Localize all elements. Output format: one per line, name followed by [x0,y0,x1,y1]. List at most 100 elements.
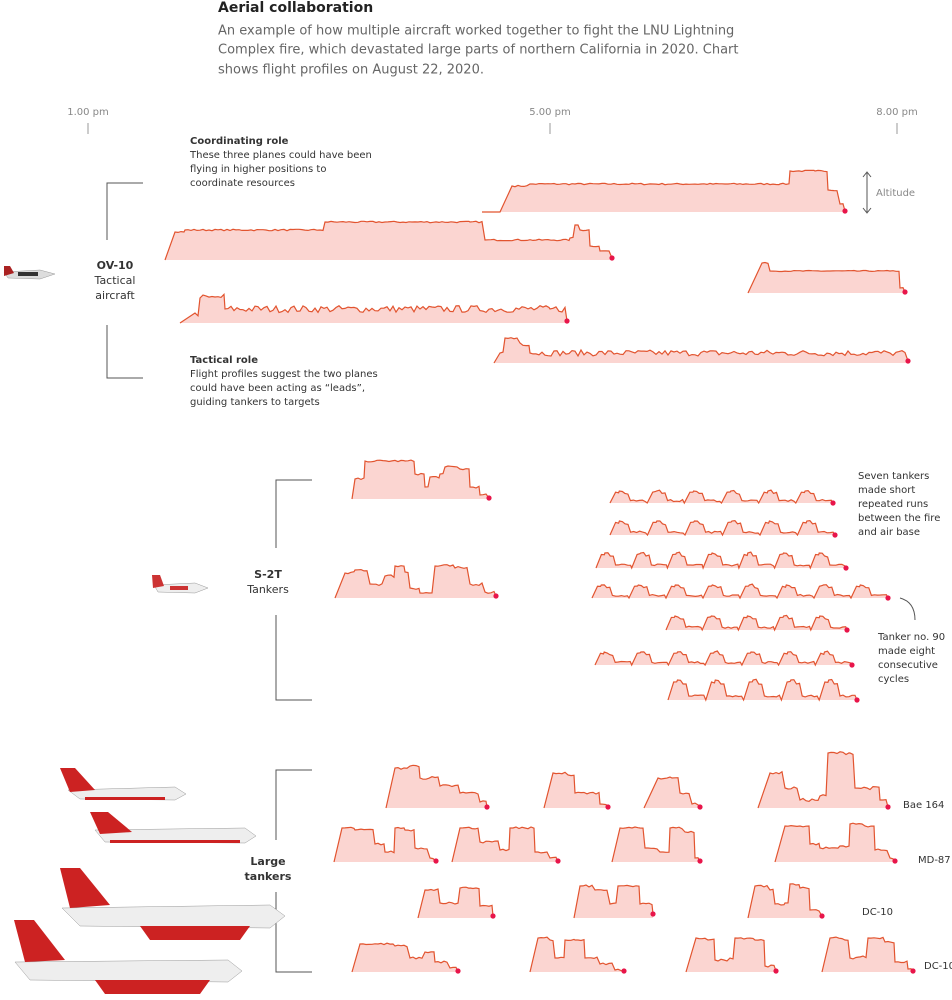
profile-line [594,650,853,667]
end-dot [697,804,703,810]
profile-line [643,776,701,809]
ov10-icon [3,266,56,280]
end-dot [486,495,492,501]
note: coordinate resources [190,178,295,189]
note: repeated runs [858,499,928,510]
note: made short [858,485,915,496]
profile-area [612,827,700,862]
end-dot [832,532,838,538]
profile-line [451,826,559,863]
end-dot [433,858,439,864]
note: cycles [878,674,909,685]
note: flying in higher positions to [190,164,326,175]
end-dot [885,804,891,810]
profile-line [665,614,848,632]
bracket [275,479,312,701]
end-dot [885,595,891,601]
profile-area [386,765,487,808]
end-dot [609,255,615,261]
profile-line [351,942,459,973]
end-dot [830,500,836,506]
row-label: MD-87 [918,855,951,866]
end-dot [490,913,496,919]
profile-line [757,751,889,809]
end-dot [905,358,911,364]
time-label: 8.00 pm [876,107,918,118]
profile-line [667,678,858,702]
note: made eight [878,646,935,657]
profile-line [747,261,906,294]
end-dot [843,565,849,571]
row-label: DC-10 [862,907,893,918]
end-dot [650,911,656,917]
bracket [106,182,143,379]
arrow-head [862,171,872,214]
profile-area [334,827,436,862]
leader [899,597,916,621]
profile-area [452,827,558,862]
profile-area [494,337,908,363]
profile-area [644,777,700,808]
note: consecutive [878,660,938,671]
altitude-label: Altitude [876,188,915,199]
profile-line [164,220,613,261]
note-title: Coordinating role [190,136,289,147]
end-dot [605,804,611,810]
end-dot [555,858,561,864]
end-dot [819,913,825,919]
profile-area [352,943,458,972]
profile-area [748,883,822,918]
note: Flight profiles suggest the two planes [190,369,378,380]
note-title: Tactical role [190,355,258,366]
profile-area [574,885,653,918]
end-dot [854,697,860,703]
profile-area [758,751,888,808]
profile-area [748,262,905,293]
group-name: S-2T [254,568,282,581]
end-dot [849,662,855,668]
end-dot [621,968,627,974]
profile-line [417,886,494,919]
note: Seven tankers [858,471,929,482]
end-dot [892,858,898,864]
profile-line [609,519,836,537]
end-dot [484,804,490,810]
title: Aerial collaboration [218,0,373,16]
profile-area [822,937,913,972]
profile-area [544,772,608,808]
profile-area [482,170,845,212]
profile-line [543,771,609,809]
profile-area [610,520,835,535]
note: and air base [858,527,920,538]
profile-line [493,337,909,364]
note: These three planes could have been [189,150,372,161]
end-dot [455,968,461,974]
profile-line [179,293,568,324]
profile-line [685,937,777,973]
profile-line [351,459,490,500]
end-dot [697,858,703,864]
profile-line [482,169,846,213]
profile-line [595,551,847,570]
profile-line [573,884,654,919]
profile-area [610,490,833,503]
note: could have been acting as “leads”, [190,383,365,394]
s2t-icon [152,575,209,594]
profile-line [385,764,488,809]
subtitle: An example of how multiple aircraft work… [218,24,734,39]
group-name: tankers [245,870,292,883]
profile-area [165,221,612,260]
profile-area [592,584,888,598]
profile-area [180,294,567,323]
end-dot [564,318,570,324]
profile-line [821,936,914,973]
row-label: DC-10 [924,961,952,972]
profile-line [333,826,437,863]
note: guiding tankers to targets [190,397,320,408]
profile-line [774,822,896,863]
end-dot [493,593,499,599]
profile-area [418,887,493,918]
profile-line [611,826,701,863]
subtitle: Complex fire, which devastated large par… [218,43,738,58]
